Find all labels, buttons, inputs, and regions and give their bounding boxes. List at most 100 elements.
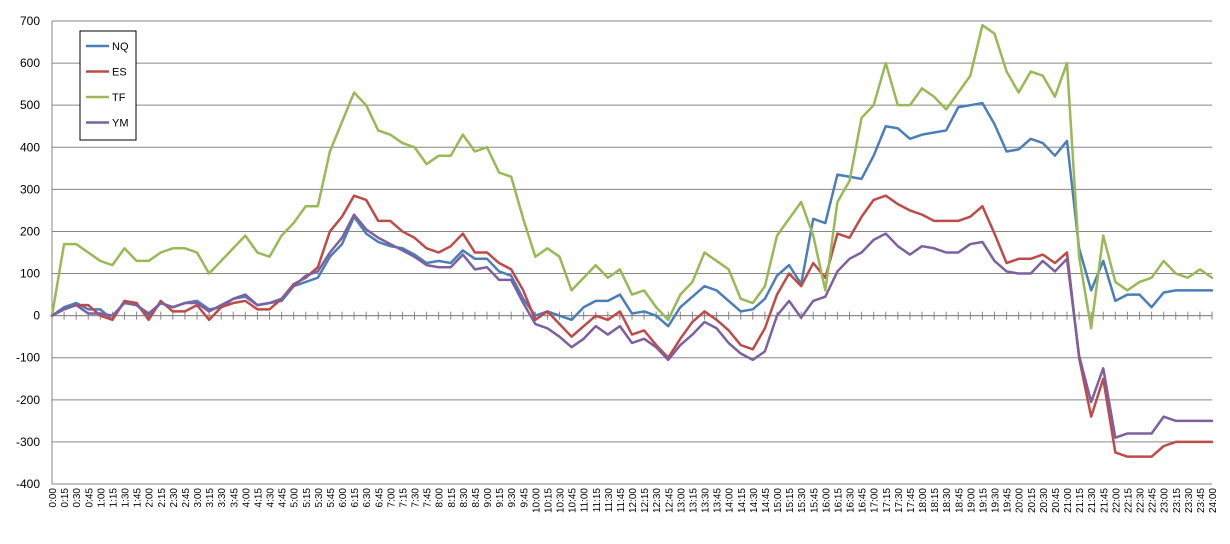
x-tick-label: 3:15 [205, 488, 216, 508]
x-tick-label: 15:30 [797, 488, 808, 513]
series-line-nq [50, 101, 1214, 328]
legend-label-es: ES [112, 67, 127, 79]
x-tick-label: 24:00 [1208, 488, 1219, 513]
x-tick-label: 12:15 [640, 488, 651, 513]
y-tick-label: 700 [20, 14, 40, 28]
y-tick-label: 300 [20, 182, 40, 196]
x-tick-label: 4:30 [266, 488, 277, 508]
x-tick-label: 22:30 [1136, 488, 1147, 513]
x-tick-label: 15:45 [809, 488, 820, 513]
legend: NQ ES TF YM [79, 30, 137, 141]
y-tick-label: 600 [20, 56, 40, 70]
x-tick-label: 18:00 [918, 488, 929, 513]
y-tick-label: 200 [20, 224, 40, 238]
x-tick-label: 13:30 [701, 488, 712, 513]
x-tick-label: 7:30 [411, 488, 422, 508]
x-tick-label: 17:30 [894, 488, 905, 513]
x-tick-label: 16:45 [858, 488, 869, 513]
x-tick-label: 7:00 [386, 488, 397, 508]
x-tick-label: 11:00 [580, 488, 591, 513]
x-tick-label: 6:30 [362, 488, 373, 508]
x-tick-label: 7:45 [423, 488, 434, 508]
x-tick-label: 1:00 [96, 488, 107, 508]
axes: -400 -300 -200 -100 0 100 200 300 400 500 600 700 0:… [16, 14, 1219, 513]
x-tick-label: 21:15 [1075, 488, 1086, 513]
x-tick-label: 8:45 [471, 488, 482, 508]
x-tick-label: 13:00 [676, 488, 687, 513]
x-tick-label: 5:00 [290, 488, 301, 508]
x-tick-label: 2:15 [157, 488, 168, 508]
x-tick-label: 10:00 [531, 488, 542, 513]
x-tick-label: 17:15 [882, 488, 893, 513]
x-tick-label: 8:30 [459, 488, 470, 508]
x-tick-label: 1:15 [108, 488, 119, 508]
y-tick-label: -400 [16, 477, 40, 491]
series-line-ym [50, 213, 1214, 439]
x-tick-label: 2:45 [181, 488, 192, 508]
x-tick-label: 12:00 [628, 488, 639, 513]
series-line-es [50, 194, 1214, 458]
x-tick-label: 5:45 [326, 488, 337, 508]
x-tick-label: 13:45 [713, 488, 724, 513]
x-tick-label: 9:30 [507, 488, 518, 508]
x-tick-label: 4:45 [278, 488, 289, 508]
x-tick-label: 14:30 [749, 488, 760, 513]
y-tick-label: 0 [33, 309, 40, 323]
x-tick-label: 2:30 [169, 488, 180, 508]
x-tick-label: 11:15 [592, 488, 603, 513]
x-tick-label: 0:30 [72, 488, 83, 508]
x-tick-label: 19:45 [1003, 488, 1014, 513]
legend-label-nq: NQ [112, 41, 129, 53]
x-tick-label: 21:45 [1099, 488, 1110, 513]
y-tick-label: -100 [16, 351, 40, 365]
x-tick-label: 15:15 [785, 488, 796, 513]
x-tick-label: 9:15 [495, 488, 506, 508]
x-tick-label: 19:15 [978, 488, 989, 513]
x-tick-label: 0:00 [48, 488, 59, 508]
series-line-tf [50, 23, 1214, 330]
grid-lines [52, 20, 1212, 485]
y-tick-label: 100 [20, 267, 40, 281]
x-tick-label: 22:00 [1111, 488, 1122, 513]
x-tick-label: 7:15 [398, 488, 409, 508]
x-tick-label: 6:45 [374, 488, 385, 508]
x-tick-label: 5:30 [314, 488, 325, 508]
series-lines [50, 23, 1214, 458]
x-tick-label: 1:45 [133, 488, 144, 508]
x-tick-label: 15:00 [773, 488, 784, 513]
x-tick-label: 8:15 [447, 488, 458, 508]
x-tick-label: 20:30 [1039, 488, 1050, 513]
x-tick-label: 6:00 [338, 488, 349, 508]
x-tick-label: 16:15 [833, 488, 844, 513]
x-tick-label: 5:15 [302, 488, 313, 508]
y-tick-label: -200 [16, 393, 40, 407]
x-tick-label: 17:45 [906, 488, 917, 513]
x-tick-label: 8:00 [435, 488, 446, 508]
x-tick-label: 19:00 [966, 488, 977, 513]
x-tick-label: 19:30 [991, 488, 1002, 513]
x-tick-label: 18:30 [942, 488, 953, 513]
x-tick-label: 23:45 [1196, 488, 1207, 513]
x-tick-label: 22:45 [1148, 488, 1159, 513]
x-tick-label: 18:15 [930, 488, 941, 513]
x-tick-label: 22:15 [1123, 488, 1134, 513]
x-tick-label: 16:00 [821, 488, 832, 513]
x-tick-label: 4:00 [241, 488, 252, 508]
x-tick-label: 23:15 [1172, 488, 1183, 513]
x-tick-label: 20:00 [1015, 488, 1026, 513]
x-tick-label: 11:45 [616, 488, 627, 513]
x-tick-label: 0:45 [84, 488, 95, 508]
y-tick-label: 400 [20, 140, 40, 154]
x-tick-label: 20:15 [1027, 488, 1038, 513]
x-tick-label: 17:00 [870, 488, 881, 513]
x-tick-label: 20:45 [1051, 488, 1062, 513]
x-tick-label: 1:30 [121, 488, 132, 508]
legend-label-ym: YM [112, 118, 129, 130]
x-tick-label: 9:00 [483, 488, 494, 508]
x-tick-label: 12:45 [664, 488, 675, 513]
y-tick-label: 500 [20, 98, 40, 112]
x-tick-label: 14:00 [725, 488, 736, 513]
x-tick-label: 14:15 [737, 488, 748, 513]
